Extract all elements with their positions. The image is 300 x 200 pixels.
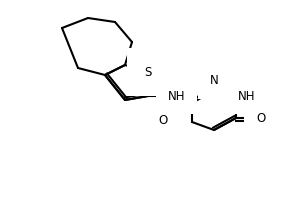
Text: NH: NH: [238, 90, 256, 102]
Text: NH: NH: [168, 90, 185, 102]
Text: N: N: [210, 74, 218, 87]
Text: O: O: [256, 112, 265, 126]
Text: S: S: [144, 66, 152, 78]
Text: O: O: [159, 114, 168, 128]
